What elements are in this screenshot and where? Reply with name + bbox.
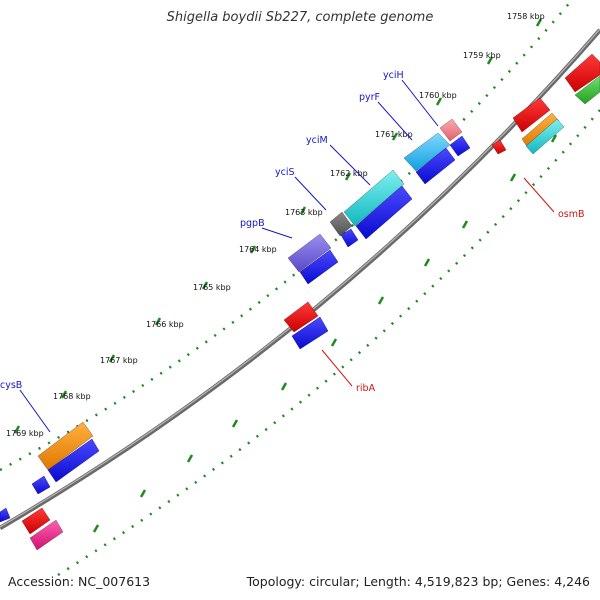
cds-rev-ribA bbox=[283, 301, 319, 333]
gene-label-yciS[interactable]: yciS bbox=[275, 167, 295, 178]
tick-label-1765: 1765 kbp bbox=[193, 283, 231, 292]
tick-label-1762: 1762 kbp bbox=[330, 169, 368, 178]
gene-label-ribA[interactable]: ribA bbox=[356, 383, 376, 394]
tick-label-1763: 1763 kbp bbox=[285, 208, 323, 217]
accession-label: Accession: NC_007613 bbox=[8, 574, 151, 589]
gene-label-cysB[interactable]: cysB bbox=[0, 380, 22, 391]
cds-fwd-6 bbox=[47, 438, 100, 483]
inner-kbp-tick-marks bbox=[92, 134, 558, 533]
pyrF-leader bbox=[377, 101, 413, 141]
tick-label-1764: 1764 kbp bbox=[239, 245, 277, 254]
osmB-leader bbox=[523, 177, 555, 213]
tick-label-1767: 1767 kbp bbox=[100, 356, 138, 365]
map-title: Shigella boydii Sb227, complete genome bbox=[166, 10, 434, 25]
inner-tick-ring bbox=[57, 109, 600, 577]
cds-fwd-2 bbox=[415, 147, 456, 185]
tick-label-1761: 1761 kbp bbox=[375, 130, 413, 139]
cds-rev-1 bbox=[512, 97, 551, 133]
cds-fwd-3 bbox=[355, 185, 413, 240]
yciM-leader bbox=[329, 144, 371, 186]
cds-rev-2 bbox=[21, 507, 51, 535]
feature-track-forward[interactable] bbox=[0, 135, 471, 523]
gene-label-pyrF[interactable]: pyrF bbox=[359, 92, 380, 103]
gene-label-yciH[interactable]: yciH bbox=[383, 70, 404, 81]
tick-label-1769: 1769 kbp bbox=[6, 429, 44, 438]
ribA-leader bbox=[321, 349, 353, 387]
tick-label-1758: 1758 kbp bbox=[507, 12, 545, 21]
cysB-leader bbox=[19, 389, 51, 433]
feature-yciH bbox=[439, 118, 463, 142]
cds-fwd-4 bbox=[340, 228, 359, 248]
tick-label-1766: 1766 kbp bbox=[146, 320, 184, 329]
yciH-leader bbox=[401, 79, 439, 127]
feature-track-reverse-blue[interactable] bbox=[291, 316, 329, 350]
feature-right-green bbox=[574, 75, 600, 105]
feature-track-reverse[interactable] bbox=[21, 97, 551, 535]
tick-label-1759: 1759 kbp bbox=[463, 51, 501, 60]
feature-yciS bbox=[329, 211, 353, 237]
genome-stats-label: Topology: circular; Length: 4,519,823 bp… bbox=[246, 574, 590, 589]
feature-yciM bbox=[343, 169, 405, 227]
cds-rev-osmB bbox=[491, 139, 507, 155]
gene-label-osmB[interactable]: osmB bbox=[558, 209, 585, 220]
feature-right-red-1 bbox=[564, 53, 600, 93]
feature-track-genes[interactable] bbox=[29, 53, 600, 551]
yciS-leader bbox=[294, 176, 327, 211]
cds-fwd-1 bbox=[449, 135, 471, 157]
gene-label-yciM[interactable]: yciM bbox=[306, 135, 328, 146]
cds-fwd-7 bbox=[31, 475, 51, 495]
feature-left-magenta bbox=[29, 519, 64, 551]
feature-pgpB bbox=[287, 233, 332, 273]
cds-fwd-8 bbox=[0, 507, 11, 523]
tick-label-1768: 1768 kbp bbox=[53, 392, 91, 401]
kbp-tick-marks bbox=[13, 18, 543, 434]
gene-label-pgpB[interactable]: pgpB bbox=[240, 218, 265, 229]
pgpB-leader bbox=[261, 227, 293, 239]
feature-right-orange bbox=[521, 112, 560, 149]
tick-label-1760: 1760 kbp bbox=[419, 91, 457, 100]
cds-fwd-5 bbox=[299, 249, 339, 285]
feature-right-cyan bbox=[525, 118, 565, 155]
feature-cysB bbox=[37, 421, 94, 471]
cds-rev-3 bbox=[291, 316, 329, 350]
